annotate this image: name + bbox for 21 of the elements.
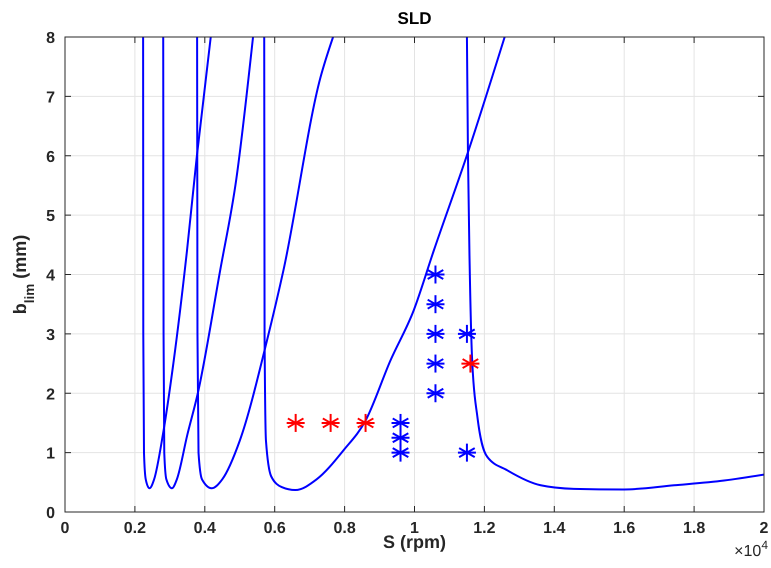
x-tick-label: 2	[760, 520, 769, 537]
y-tick-label: 5	[46, 208, 56, 226]
y-tick-label: 4	[46, 268, 56, 284]
x-tick-label: 0.4	[194, 520, 216, 537]
text: ×10$^{4}$	[734, 538, 768, 560]
x-tick-label: 1.4	[543, 520, 566, 537]
y-tick-label: 8	[46, 30, 56, 47]
x-tick-label: 0	[60, 520, 70, 537]
x-tick-label: 1.8	[682, 520, 706, 537]
x-tick-label: 1.2	[473, 520, 496, 537]
x-tick-label: 1.6	[613, 520, 636, 537]
x-tick-label: 0.2	[124, 520, 146, 537]
chart-title: SLD	[398, 9, 432, 28]
y-tick-label: 6	[46, 148, 56, 166]
x-tick-label: 0.6	[264, 520, 286, 537]
y-tick-label: 7	[46, 89, 56, 106]
y-tick-label: 0	[46, 505, 56, 522]
x-tick-label: 0.8	[333, 520, 356, 537]
y-tick-label: 2	[46, 386, 56, 404]
y-tick-label: 3	[46, 326, 56, 344]
y-tick-label: 1	[46, 446, 56, 463]
